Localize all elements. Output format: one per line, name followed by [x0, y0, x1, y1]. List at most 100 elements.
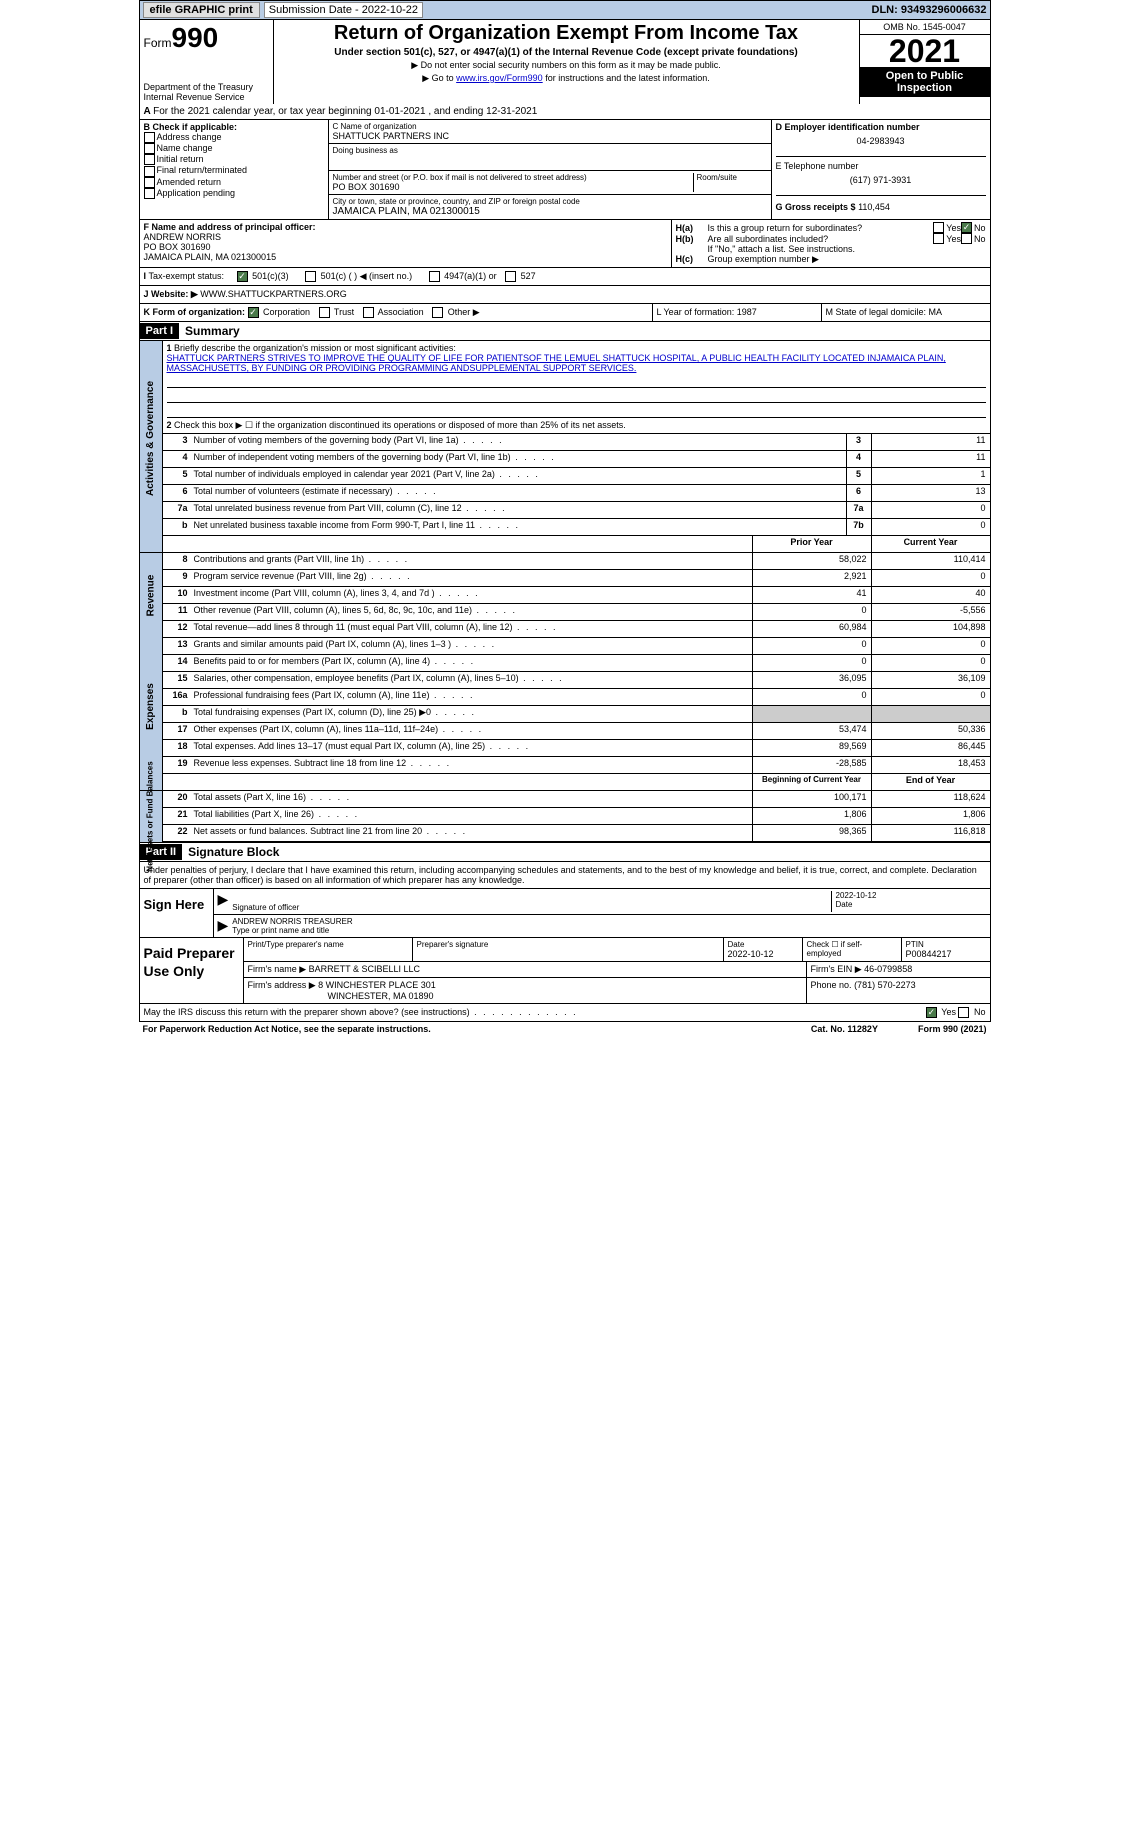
firm-addr1: 8 WINCHESTER PLACE 301: [318, 980, 436, 990]
row-k-l-m: K Form of organization: Corporation Trus…: [139, 304, 991, 322]
hb-note: If "No," attach a list. See instructions…: [676, 244, 986, 254]
ein-value: 04-2983943: [776, 136, 986, 146]
checkbox-initial-return[interactable]: [144, 154, 155, 165]
sig-officer-label: Signature of officer: [232, 903, 299, 912]
firm-phone: (781) 570-2273: [854, 980, 916, 990]
e-label: E Telephone number: [776, 161, 986, 171]
checkbox-ha-no[interactable]: [961, 222, 972, 233]
form-ref: Form 990 (2021): [918, 1024, 987, 1034]
form-header: Form990 Department of the Treasury Inter…: [139, 20, 991, 104]
checkbox-name-change[interactable]: [144, 143, 155, 154]
org-name: SHATTUCK PARTNERS INC: [333, 131, 767, 141]
page-footer: For Paperwork Reduction Act Notice, see …: [139, 1022, 991, 1036]
checkbox-discuss-no[interactable]: [958, 1007, 969, 1018]
b-label: B Check if applicable:: [144, 122, 324, 132]
phone-value: (617) 971-3931: [776, 175, 986, 185]
dept-treasury: Department of the Treasury: [144, 82, 269, 92]
section-f-h: F Name and address of principal officer:…: [139, 220, 991, 268]
side-net: Net Assets or Fund Balances: [146, 762, 155, 872]
checkbox-app-pending[interactable]: [144, 188, 155, 199]
summary-activities: Activities & Governance 1 Briefly descri…: [139, 341, 991, 536]
g-label: G Gross receipts $: [776, 202, 856, 212]
submission-date: Submission Date - 2022-10-22: [264, 2, 423, 18]
rev-header-row: Prior YearCurrent Year: [139, 536, 991, 553]
side-revenue: Revenue: [145, 575, 156, 617]
firm-addr2: WINCHESTER, MA 01890: [248, 991, 802, 1001]
end-year-hdr: End of Year: [871, 774, 990, 790]
firm-name: BARRETT & SCIBELLI LLC: [309, 964, 420, 974]
paid-preparer-section: Paid Preparer Use Only Print/Type prepar…: [139, 938, 991, 1004]
f-label: F Name and address of principal officer:: [144, 222, 316, 232]
form-number: 990: [172, 22, 219, 53]
current-year-hdr: Current Year: [871, 536, 990, 552]
ptin-value: P00844217: [906, 949, 986, 959]
cat-no: Cat. No. 11282Y: [811, 1024, 878, 1034]
irs-label: Internal Revenue Service: [144, 92, 269, 102]
summary-expenses: Expenses 13Grants and similar amounts pa…: [139, 638, 991, 774]
form-prefix: Form: [144, 36, 172, 50]
checkbox-other[interactable]: [432, 307, 443, 318]
officer-addr1: PO BOX 301690: [144, 242, 667, 252]
prior-year-hdr: Prior Year: [752, 536, 871, 552]
part-2-header: Part II Signature Block: [139, 843, 991, 862]
checkbox-501c3[interactable]: [237, 271, 248, 282]
summary-net: Net Assets or Fund Balances 20Total asse…: [139, 791, 991, 843]
c-label: C Name of organization: [333, 122, 767, 131]
checkbox-discuss-yes[interactable]: [926, 1007, 937, 1018]
l-year-formation: L Year of formation: 1987: [652, 304, 821, 321]
summary-revenue: Revenue 8Contributions and grants (Part …: [139, 553, 991, 638]
form-subtitle-3: ▶ Go to www.irs.gov/Form990 for instruct…: [278, 73, 855, 84]
gross-receipts: 110,454: [858, 202, 890, 212]
irs-link[interactable]: www.irs.gov/Form990: [456, 73, 543, 83]
net-header-row: Beginning of Current YearEnd of Year: [139, 774, 991, 791]
checkbox-assoc[interactable]: [363, 307, 374, 318]
form-title: Return of Organization Exempt From Incom…: [278, 22, 855, 45]
self-employed-check: Check ☐ if self-employed: [807, 940, 897, 958]
officer-name: ANDREW NORRIS: [144, 232, 667, 242]
sign-here-label: Sign Here: [140, 889, 213, 937]
officer-print-name: ANDREW NORRIS TREASURER: [232, 917, 352, 926]
dln: DLN: 93493296006632: [872, 4, 987, 16]
side-expenses: Expenses: [145, 683, 156, 730]
part-1-header: Part I Summary: [139, 322, 991, 341]
side-activities: Activities & Governance: [145, 381, 156, 496]
checkbox-hb-yes[interactable]: [933, 233, 944, 244]
begin-year-hdr: Beginning of Current Year: [752, 774, 871, 790]
section-b-c-d: B Check if applicable: Address change Na…: [139, 120, 991, 220]
sig-date: 2022-10-12: [836, 891, 986, 900]
efile-label: efile GRAPHIC print: [143, 2, 260, 18]
row-j-website: J Website: ▶ WWW.SHATTUCKPARTNERS.ORG: [139, 286, 991, 304]
website-value: WWW.SHATTUCKPARTNERS.ORG: [200, 289, 347, 299]
addr-label: Number and street (or P.O. box if mail i…: [333, 173, 693, 182]
checkbox-527[interactable]: [505, 271, 516, 282]
top-bar: efile GRAPHIC print Submission Date - 20…: [139, 0, 991, 20]
city-value: JAMAICA PLAIN, MA 021300015: [333, 206, 767, 217]
checkbox-4947[interactable]: [429, 271, 440, 282]
dba-label: Doing business as: [333, 146, 767, 155]
city-label: City or town, state or province, country…: [333, 197, 767, 206]
checkbox-trust[interactable]: [319, 307, 330, 318]
date-label: Date: [836, 900, 853, 909]
row-i-tax-status: I Tax-exempt status: 501(c)(3) 501(c) ( …: [139, 268, 991, 286]
l2-text: Check this box ▶ ☐ if the organization d…: [174, 420, 626, 430]
arrow-icon: ▶: [218, 891, 229, 912]
paid-preparer-label: Paid Preparer Use Only: [140, 938, 243, 1003]
checkbox-address-change[interactable]: [144, 132, 155, 143]
checkbox-final-return[interactable]: [144, 166, 155, 177]
checkbox-amended[interactable]: [144, 177, 155, 188]
d-label: D Employer identification number: [776, 122, 986, 132]
perjury-declaration: Under penalties of perjury, I declare th…: [140, 862, 990, 888]
ha-text: Is this a group return for subordinates?: [708, 223, 934, 233]
open-inspection: Open to Public Inspection: [860, 67, 990, 97]
addr-value: PO BOX 301690: [333, 182, 693, 192]
mission-text: SHATTUCK PARTNERS STRIVES TO IMPROVE THE…: [167, 353, 986, 373]
checkbox-501c[interactable]: [305, 271, 316, 282]
checkbox-ha-yes[interactable]: [933, 222, 944, 233]
form-subtitle-2: ▶ Do not enter social security numbers o…: [278, 60, 855, 71]
l1-label: Briefly describe the organization's miss…: [174, 343, 456, 353]
checkbox-corp[interactable]: [248, 307, 259, 318]
arrow-icon: ▶: [218, 917, 229, 935]
paperwork-notice: For Paperwork Reduction Act Notice, see …: [143, 1024, 431, 1034]
m-state: M State of legal domicile: MA: [821, 304, 990, 321]
checkbox-hb-no[interactable]: [961, 233, 972, 244]
